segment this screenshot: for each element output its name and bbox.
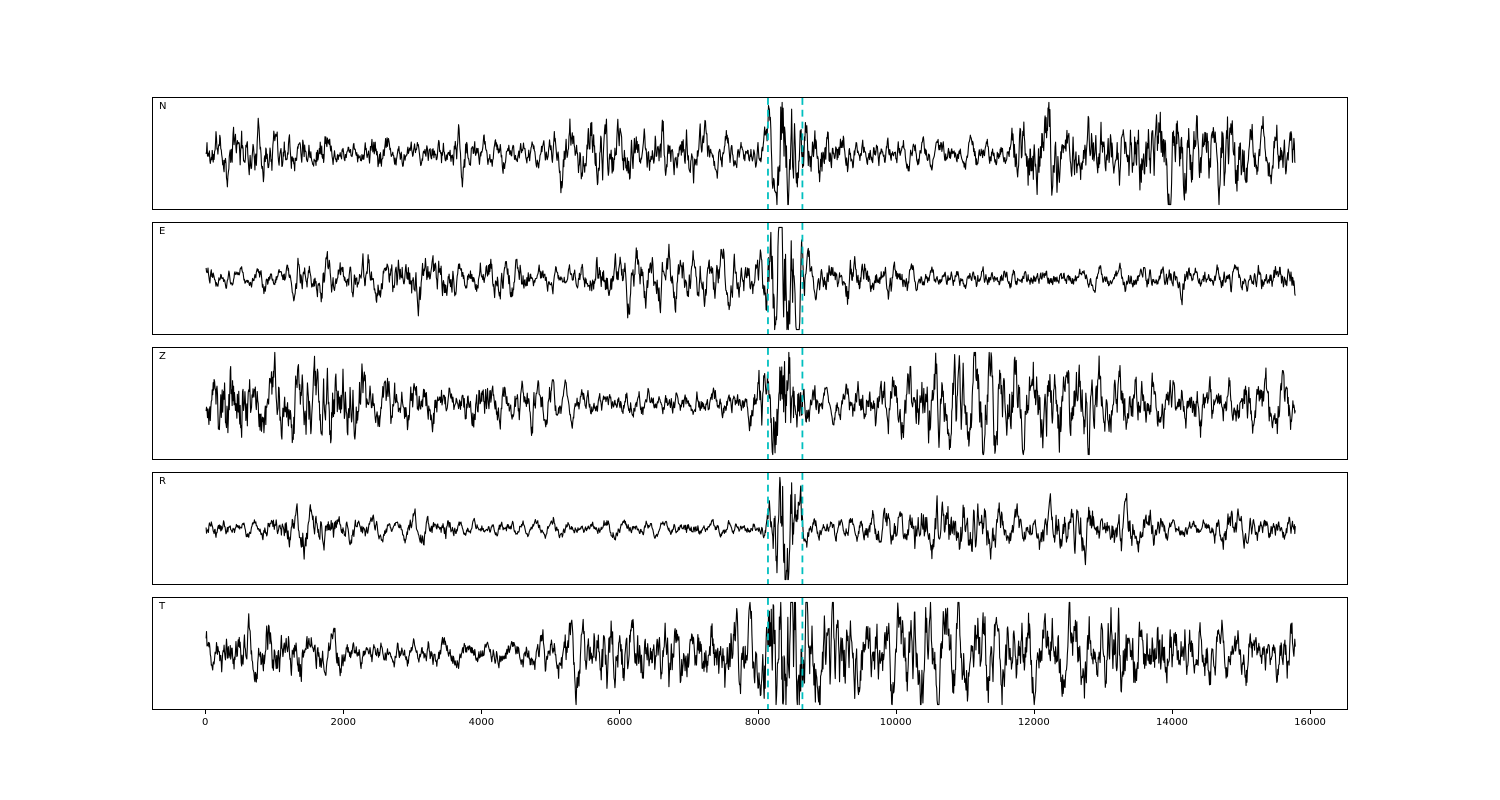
x-tick-mark	[481, 710, 483, 714]
waveform-path-R	[205, 476, 1296, 581]
x-tick-label: 8000	[744, 717, 771, 728]
panel-label-R: R	[159, 476, 166, 487]
panel-label-T: T	[159, 601, 166, 612]
waveform-plot-svg-T	[205, 598, 1296, 709]
waveform-path-Z	[205, 351, 1296, 456]
waveform-panel-T: T	[152, 597, 1348, 710]
x-tick-label: 2000	[330, 717, 356, 728]
waveform-plot-svg-Z	[205, 348, 1296, 459]
waveform-panel-R: R	[152, 472, 1348, 585]
x-tick-mark	[1171, 710, 1173, 714]
x-tick-mark	[619, 710, 621, 714]
x-tick-mark	[1310, 710, 1312, 714]
panel-label-N: N	[159, 101, 167, 112]
waveform-path-N	[205, 101, 1296, 206]
waveform-panel-Z: Z	[152, 347, 1348, 460]
waveform-plot-svg-E	[205, 223, 1296, 334]
x-tick-label: 16000	[1294, 717, 1326, 728]
waveform-plot-svg-R	[205, 473, 1296, 584]
waveform-path-E	[205, 226, 1296, 331]
x-tick-label: 6000	[606, 717, 633, 728]
x-tick-label: 14000	[1156, 717, 1188, 728]
x-tick-mark	[757, 710, 759, 714]
x-tick-label: 0	[201, 717, 209, 728]
x-tick-label: 4000	[468, 717, 495, 728]
panel-label-E: E	[159, 226, 166, 237]
x-tick-mark	[1033, 710, 1035, 714]
waveform-path-T	[205, 601, 1296, 706]
waveform-plot-svg-N	[205, 98, 1296, 209]
waveform-panel-N: N	[152, 97, 1348, 210]
x-tick-label: 10000	[879, 717, 912, 728]
x-tick-mark	[205, 710, 207, 714]
x-tick-label: 12000	[1017, 717, 1050, 728]
waveform-panel-E: E	[152, 222, 1348, 335]
x-tick-mark	[895, 710, 897, 714]
x-tick-mark	[343, 710, 345, 714]
panel-label-Z: Z	[159, 351, 166, 362]
